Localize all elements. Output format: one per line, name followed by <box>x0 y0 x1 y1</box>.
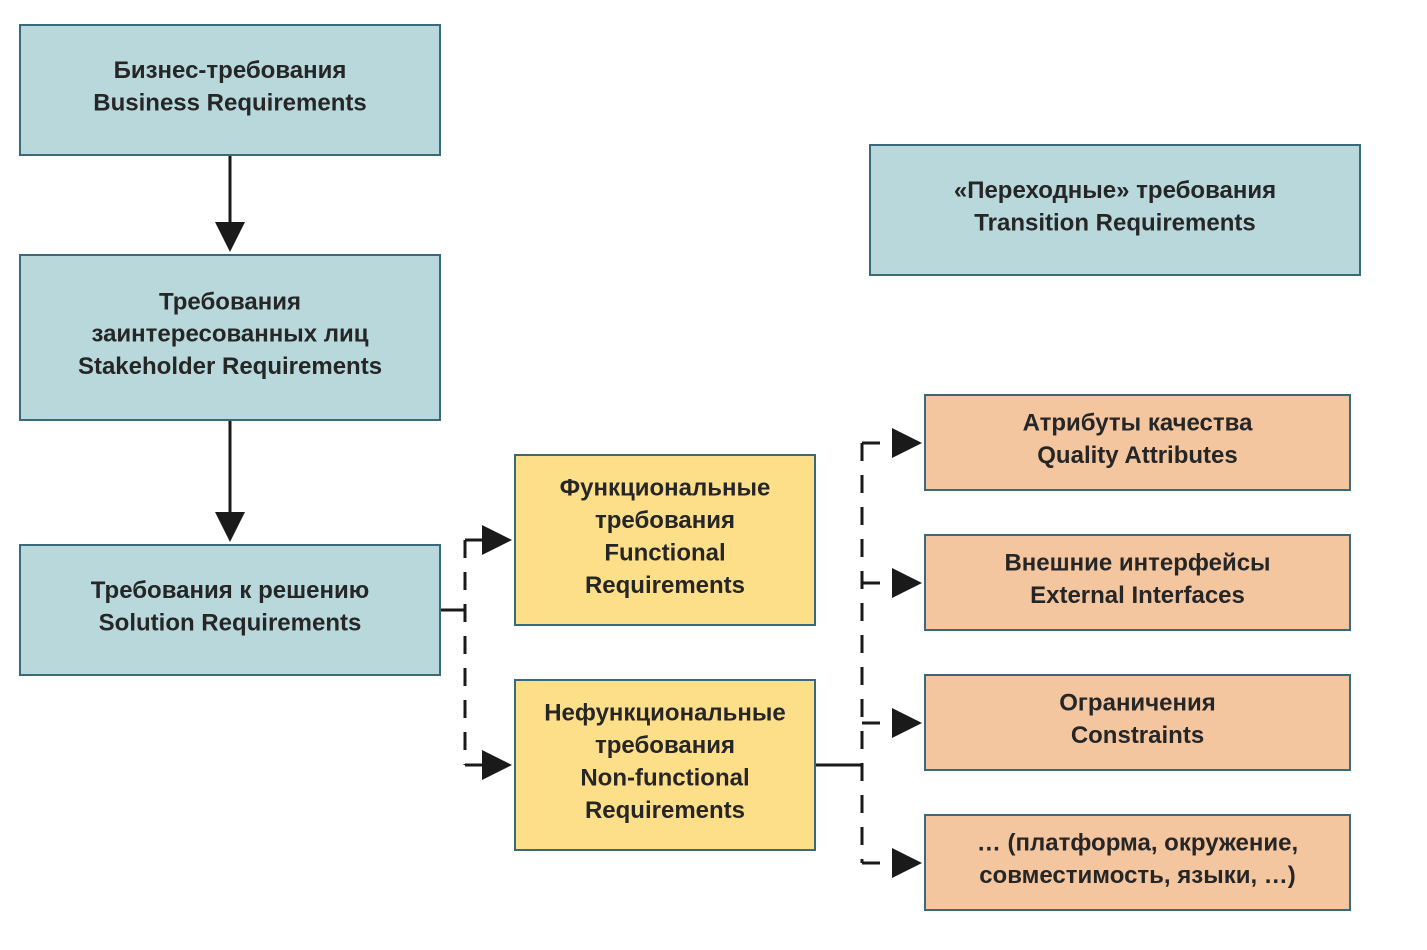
node-business-label-0: Бизнес-требования <box>114 57 347 84</box>
node-nonfunctional-label-2: Non-functional <box>580 764 749 791</box>
node-other-label-1: совместимость, языки, …) <box>979 862 1296 889</box>
node-stakeholder: Требования заинтересованных лиц Stakeholde… <box>20 255 440 420</box>
node-functional: Функциональные требования Functional Requir… <box>515 455 815 625</box>
node-functional-label-1: требования <box>595 507 735 534</box>
node-constraints-label-1: Constraints <box>1071 722 1204 749</box>
node-nonfunctional-label-0: Нефункциональные <box>544 700 786 727</box>
node-stakeholder-label-1: заинтересованных лиц <box>91 321 368 348</box>
node-quality-label-1: Quality Attributes <box>1037 442 1237 469</box>
node-nonfunctional-label-3: Requirements <box>585 797 745 824</box>
node-business-label-1: Business Requirements <box>93 89 366 116</box>
node-functional-label-0: Функциональные <box>560 475 771 502</box>
requirements-flowchart: Бизнес-требования Business Requirements Тр… <box>0 0 1427 950</box>
node-stakeholder-label-2: Stakeholder Requirements <box>78 353 382 380</box>
node-other-label-0: … (платформа, окружение, <box>977 830 1298 857</box>
node-stakeholder-label-0: Требования <box>159 288 301 315</box>
node-functional-label-2: Functional <box>604 539 725 566</box>
node-solution-label-1: Solution Requirements <box>99 609 362 636</box>
node-nonfunctional: Нефункциональные требования Non-functional… <box>515 680 815 850</box>
node-interfaces-label-1: External Interfaces <box>1030 582 1245 609</box>
node-solution: Требования к решению Solution Requirement… <box>20 545 440 675</box>
node-functional-label-3: Requirements <box>585 572 745 599</box>
node-constraints: Ограничения Constraints <box>925 675 1350 770</box>
node-transition: «Переходные» требования Transition Requir… <box>870 145 1360 275</box>
node-quality: Атрибуты качества Quality Attributes <box>925 395 1350 490</box>
node-quality-label-0: Атрибуты качества <box>1023 410 1254 437</box>
node-solution-label-0: Требования к решению <box>91 577 369 604</box>
node-interfaces-label-0: Внешние интерфейсы <box>1004 550 1270 577</box>
node-business: Бизнес-требования Business Requirements <box>20 25 440 155</box>
node-constraints-label-0: Ограничения <box>1059 690 1215 717</box>
node-transition-label-0: «Переходные» требования <box>954 177 1276 204</box>
node-interfaces: Внешние интерфейсы External Interfaces <box>925 535 1350 630</box>
node-transition-label-1: Transition Requirements <box>974 209 1255 236</box>
node-other: … (платформа, окружение, совместимость, я… <box>925 815 1350 910</box>
node-nonfunctional-label-1: требования <box>595 732 735 759</box>
